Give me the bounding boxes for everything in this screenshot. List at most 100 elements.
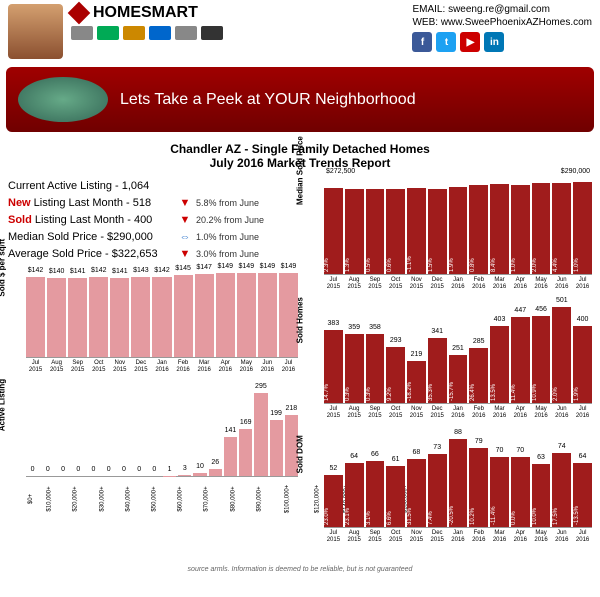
x-label: Nov 2015 — [110, 360, 129, 373]
ylabel: Sold DOM — [296, 436, 305, 474]
youtube-icon[interactable]: ▶ — [460, 32, 480, 52]
x-label: Jun 2016 — [552, 277, 571, 290]
bar: $149 — [237, 273, 256, 357]
bar: 4.4% — [552, 183, 571, 274]
x-label: Aug 2015 — [345, 277, 364, 290]
stat-row: Average Sold Price - $322,653▼3.0% from … — [8, 248, 298, 260]
bar: 2.3% — [324, 188, 343, 274]
website: www.SweePhoenixAZHomes.com — [441, 17, 592, 28]
x-label: Jan 2016 — [449, 406, 468, 419]
x-label: Mar 2016 — [490, 277, 509, 290]
ylabel: Active Listing — [0, 379, 7, 431]
bar: 1.5% — [428, 189, 447, 275]
x-label: Dec 2015 — [428, 277, 447, 290]
bar: 1.0% — [511, 185, 530, 274]
bar: 7417.5% — [552, 453, 571, 527]
x-label: Apr 2016 — [511, 530, 530, 543]
bar: $145 — [174, 275, 193, 357]
x-label: Jan 2016 — [449, 530, 468, 543]
x-label: Jun 2016 — [258, 360, 277, 373]
disclaimer: source armls. Information is deemed to b… — [0, 566, 600, 573]
bar: 737.4% — [428, 454, 447, 527]
bar: 6310.0% — [532, 464, 551, 527]
x-label: Jul 2015 — [324, 277, 343, 290]
stat-row: Median Sold Price - $290,000⇔1.0% from J… — [8, 231, 298, 243]
bar: $142 — [152, 277, 171, 357]
x-label: Jul 2015 — [324, 406, 343, 419]
x-label: Jul 2015 — [324, 530, 343, 543]
bar: 38314.7% — [324, 330, 343, 404]
bar: $141 — [68, 278, 87, 357]
bar: $149 — [216, 273, 235, 357]
twitter-icon[interactable]: t — [436, 32, 456, 52]
badge — [201, 26, 223, 40]
bar: $147 — [195, 274, 214, 357]
cert-badges — [71, 26, 404, 40]
bar: 3590.3% — [345, 334, 364, 403]
bar: 8.4% — [490, 184, 509, 274]
x-label: Nov 2015 — [407, 406, 426, 419]
x-label: Apr 2016 — [511, 406, 530, 419]
x-label: Oct 2015 — [386, 406, 405, 419]
bar: 169 — [239, 429, 252, 477]
x-label: Sep 2015 — [68, 360, 87, 373]
x-label: Jun 2016 — [552, 530, 571, 543]
x-label: Jul 2016 — [573, 530, 592, 543]
email: sweeng.re@gmail.com — [448, 4, 550, 15]
x-label: Nov 2015 — [407, 530, 426, 543]
ylabel: Median Sold Price — [296, 136, 305, 205]
stat-row: New Listing Last Month - 518▼5.8% from J… — [8, 197, 298, 209]
x-label: Jan 2016 — [449, 277, 468, 290]
linkedin-icon[interactable]: in — [484, 32, 504, 52]
x-label: May 2016 — [532, 406, 551, 419]
x-label: Oct 2015 — [386, 277, 405, 290]
x-label: Aug 2015 — [345, 530, 364, 543]
x-label: Sep 2015 — [366, 406, 385, 419]
bar: 3580.3% — [366, 334, 385, 403]
bar: 141 — [224, 437, 237, 477]
bar: 2.0% — [532, 183, 551, 274]
sold-homes-chart: Sold Homes 38314.7%3590.3%3580.3%2939.2%… — [306, 304, 592, 419]
x-label: Jul 2016 — [573, 277, 592, 290]
x-label: Jul 2015 — [26, 360, 45, 373]
x-label: Nov 2015 — [407, 277, 426, 290]
bar: 3 — [178, 475, 191, 476]
badge — [71, 26, 93, 40]
ylabel: Sold Homes — [296, 297, 305, 343]
ylabel: Sold $ per sq/ft — [0, 238, 7, 296]
x-label: Jul 2016 — [279, 360, 298, 373]
banner: Lets Take a Peek at YOUR Neighborhood — [6, 67, 594, 132]
bar: 40313.5% — [490, 326, 509, 404]
bar: $143 — [131, 277, 150, 357]
x-label: Dec 2015 — [131, 360, 150, 373]
brand-logo: HOMESMART — [71, 4, 404, 22]
badge — [123, 26, 145, 40]
bar: $142 — [26, 277, 45, 357]
x-label: Dec 2015 — [428, 406, 447, 419]
header: HOMESMART EMAIL: sweeng.re@gmail.com WEB… — [0, 0, 600, 63]
bar: 219-18.2% — [407, 361, 426, 403]
bar: 6423.1% — [345, 463, 364, 527]
diamond-icon — [68, 1, 91, 24]
callout: $290,000 — [559, 168, 592, 175]
stats-block: Current Active Listing - 1,064 New Listin… — [8, 180, 298, 260]
bar: 26 — [209, 469, 222, 476]
bar: 88-20.5% — [449, 439, 468, 527]
x-label: Jun 2016 — [552, 406, 571, 419]
badge — [97, 26, 119, 40]
bar: 5223.0% — [324, 475, 343, 527]
x-label: Apr 2016 — [511, 277, 530, 290]
bar: $149 — [258, 273, 277, 357]
x-label: Mar 2016 — [490, 530, 509, 543]
bar: 0.8% — [469, 185, 488, 274]
x-label: Feb 2016 — [469, 406, 488, 419]
bar: 7910.2% — [469, 448, 488, 527]
bar: 2939.2% — [386, 347, 405, 403]
bar: 70-11.4% — [490, 457, 509, 527]
bar: 44711.4% — [511, 317, 530, 403]
x-label: Feb 2016 — [469, 277, 488, 290]
bar: $140 — [47, 278, 66, 357]
facebook-icon[interactable]: f — [412, 32, 432, 52]
stat-row: Current Active Listing - 1,064 — [8, 180, 298, 192]
x-label: Aug 2015 — [345, 406, 364, 419]
